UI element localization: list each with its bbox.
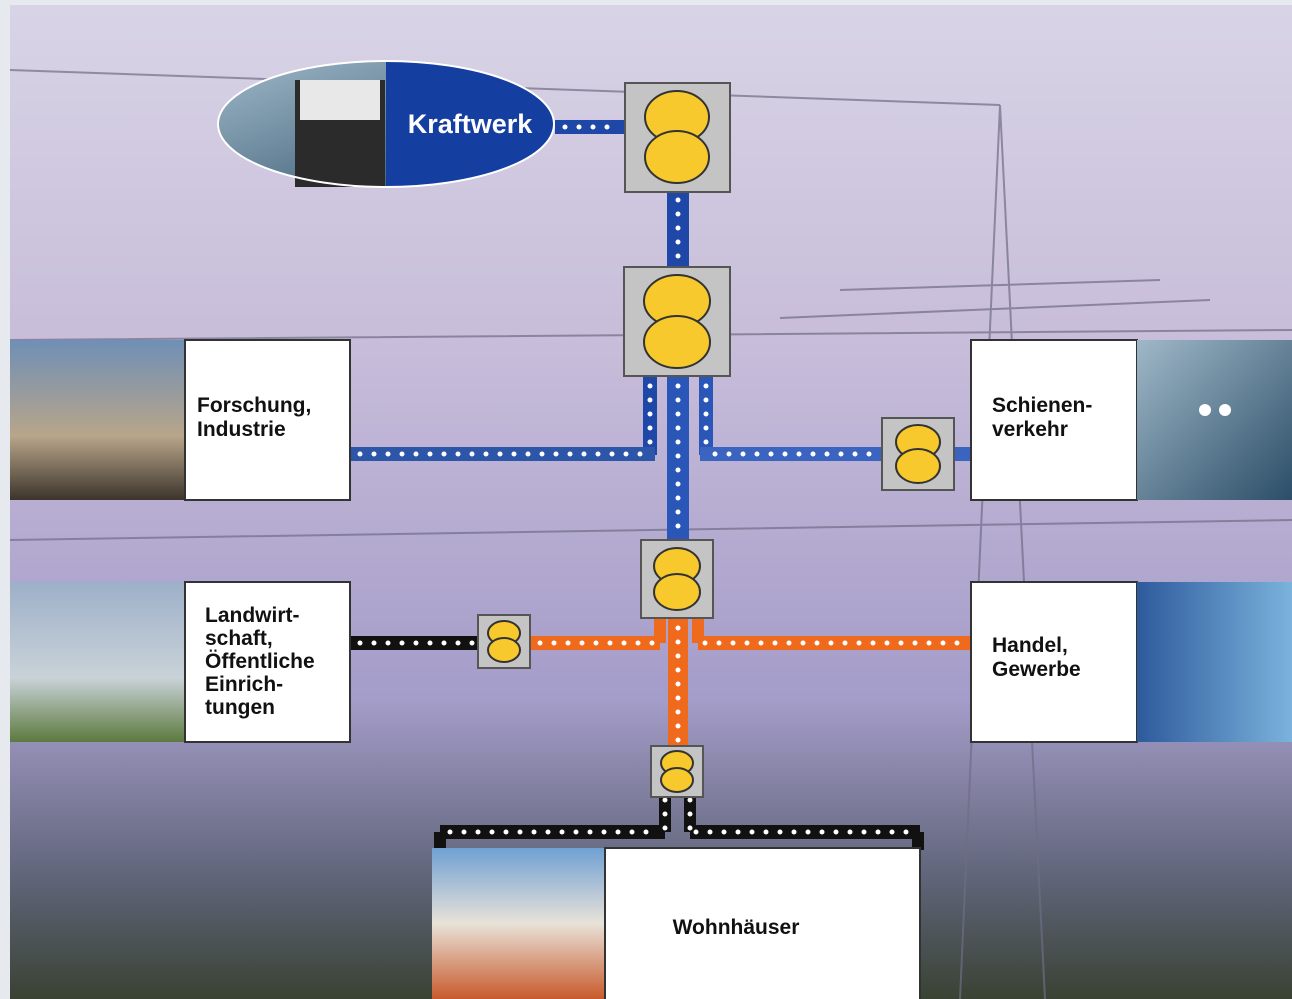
kraftwerk-node: Kraftwerk [217,60,555,188]
node-label: Öffentliche [205,650,315,673]
transformer [881,417,955,491]
node-label: Landwirt- [205,604,300,627]
node-label: Wohnhäuser [673,916,800,939]
forschung-node: Forschung, Industrie [10,339,351,501]
node-label: Schienen- [992,394,1092,417]
transformer [477,614,531,669]
wohnhaeuser-node: Wohnhäuser [432,847,921,999]
node-label: Einrich- [205,673,283,696]
landwirtschaft-node: Landwirt- schaft, Öffentliche Einrich- t… [10,581,351,743]
node-label: Gewerbe [992,658,1081,681]
transformer [640,539,714,619]
pylon [9,69,1292,999]
handel-node: Handel, Gewerbe [970,581,1292,743]
node-label: Forschung, [197,394,311,417]
node-label: Industrie [197,418,286,441]
node-label: Kraftwerk [408,109,534,139]
node-label: schaft, [205,627,273,650]
node-label: tungen [205,696,275,719]
node-label: Handel, [992,634,1068,657]
power-lines [350,120,971,850]
transformer [624,82,731,193]
node-label: verkehr [992,418,1068,441]
transformer [650,745,704,798]
schienen-node: Schienen- verkehr [970,339,1292,501]
transformer [623,266,731,377]
